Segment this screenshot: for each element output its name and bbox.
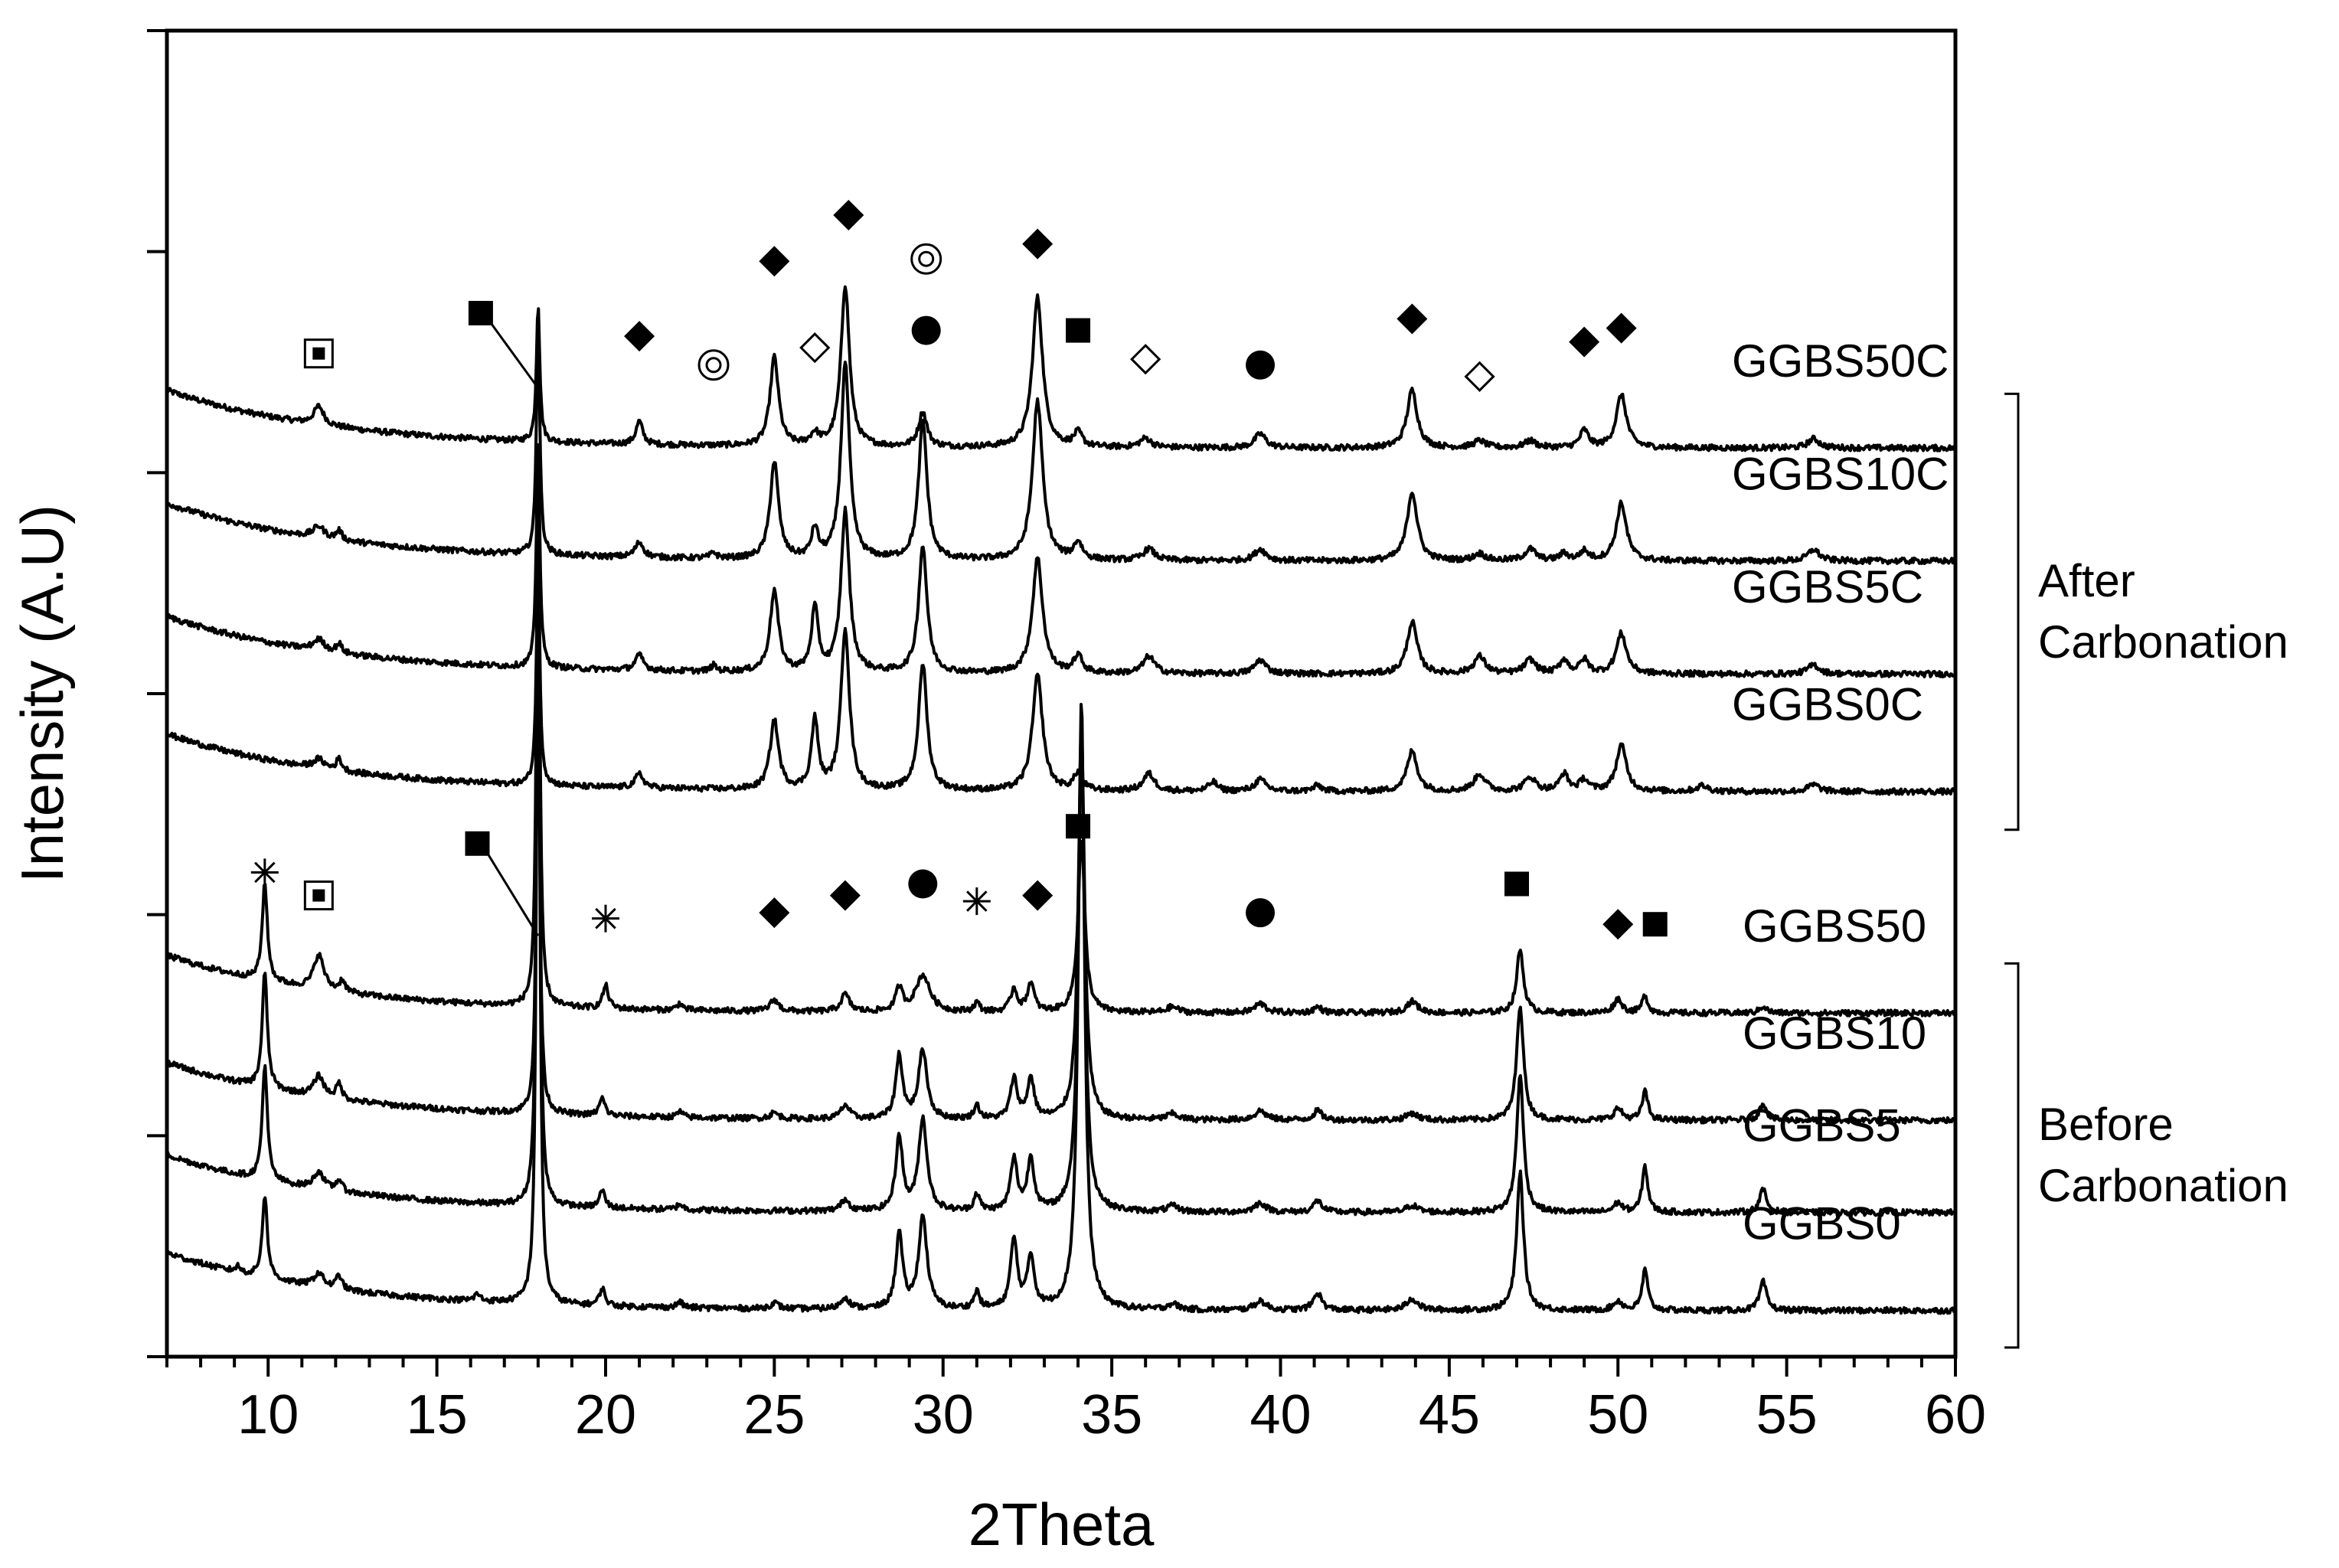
marker-filled-diamond xyxy=(1397,303,1428,335)
marker-asterisk xyxy=(591,904,619,933)
series-line-ggbs10 xyxy=(165,663,1956,1125)
x-tick-label: 50 xyxy=(1587,1384,1648,1446)
series-line-ggbs50 xyxy=(166,475,1956,1018)
marker-filled-square xyxy=(1642,912,1668,937)
x-tick-label: 10 xyxy=(237,1384,299,1446)
marker-filled-diamond xyxy=(1569,326,1600,358)
group-bracket xyxy=(2004,962,2020,1349)
series-lines xyxy=(165,285,1957,1315)
group-label-line: After xyxy=(2038,555,2135,606)
group-label-line: Before xyxy=(2038,1099,2174,1150)
x-tick-label: 40 xyxy=(1250,1384,1311,1446)
x-tick-label: 35 xyxy=(1081,1384,1142,1446)
x-tick-label: 60 xyxy=(1925,1384,1986,1446)
y-axis-ticks xyxy=(147,29,167,1358)
series-line-ggbs50c xyxy=(165,285,1956,452)
marker-filled-diamond xyxy=(759,246,790,277)
series-label-ggbs0: GGBS0 xyxy=(1743,1197,1901,1249)
marker-double-circle xyxy=(910,243,942,275)
series-label-ggbs5c: GGBS5C xyxy=(1732,561,1923,612)
x-tick-label: 55 xyxy=(1756,1384,1818,1446)
marker-double-circle xyxy=(697,349,730,381)
marker-open-diamond xyxy=(1464,361,1495,392)
leader-line xyxy=(487,854,540,937)
marker-filled-square xyxy=(468,300,540,389)
marker-filled-square xyxy=(1066,814,1091,839)
marker-filled-circle xyxy=(1246,898,1276,928)
marker-filled-circle xyxy=(1246,350,1276,380)
marker-filled-diamond xyxy=(829,880,861,911)
marker-filled-circle xyxy=(911,315,941,345)
marker-filled-square xyxy=(465,831,540,937)
group-brackets: After Carbonation Before Carbonation xyxy=(2004,392,2288,1349)
x-axis-ticks: 10 15 20 25 30 35 40 45 50 55 60 xyxy=(165,1357,1986,1446)
marker-open-diamond xyxy=(799,332,831,364)
marker-asterisk xyxy=(250,858,279,887)
leader-line xyxy=(490,323,540,389)
series-label-ggbs0c: GGBS0C xyxy=(1732,679,1923,730)
series-labels: GGBS50C GGBS10C GGBS5C GGBS0C GGBS50 GGBS10 GG… xyxy=(1732,335,1949,1250)
group-bracket xyxy=(2004,392,2020,831)
marker-dotted-square xyxy=(303,338,334,369)
plot-frame xyxy=(165,28,1958,1359)
marker-asterisk xyxy=(962,887,991,916)
series-label-ggbs50c: GGBS50C xyxy=(1732,335,1949,387)
series-line-ggbs0c xyxy=(165,557,1956,796)
marker-filled-circle xyxy=(908,869,938,899)
marker-filled-diamond xyxy=(1606,312,1637,344)
series-line-ggbs5c xyxy=(165,443,1955,678)
group-label-line: Carbonation xyxy=(2038,1160,2288,1211)
marker-filled-diamond xyxy=(1022,880,1054,911)
x-tick-label: 45 xyxy=(1419,1384,1480,1446)
x-tick-label: 30 xyxy=(913,1384,974,1446)
marker-dotted-square xyxy=(303,880,334,911)
series-line-ggbs5 xyxy=(165,579,1956,1217)
marker-filled-diamond xyxy=(1602,909,1634,940)
x-axis-label: 2Theta xyxy=(969,1491,1155,1558)
series-label-ggbs10: GGBS10 xyxy=(1743,1008,1926,1059)
series-label-ggbs50: GGBS50 xyxy=(1743,900,1926,952)
marker-filled-square xyxy=(1504,871,1530,897)
x-tick-label: 15 xyxy=(407,1384,468,1446)
marker-filled-diamond xyxy=(1022,228,1054,260)
x-tick-label: 25 xyxy=(743,1384,805,1446)
marker-filled-square xyxy=(1066,318,1091,343)
series-label-ggbs5: GGBS5 xyxy=(1743,1099,1901,1151)
peak-markers xyxy=(250,199,1668,940)
y-axis-label: Intensity (A.U) xyxy=(8,505,76,883)
series-label-ggbs10c: GGBS10C xyxy=(1732,448,1949,499)
x-tick-label: 20 xyxy=(575,1384,636,1446)
marker-filled-diamond xyxy=(624,321,655,352)
marker-filled-diamond xyxy=(759,897,790,929)
marker-filled-diamond xyxy=(833,199,864,230)
series-line-ggbs10c xyxy=(166,330,1957,566)
group-label-line: Carbonation xyxy=(2038,616,2288,668)
series-line-ggbs0 xyxy=(165,564,1956,1315)
marker-open-diamond xyxy=(1130,344,1161,375)
